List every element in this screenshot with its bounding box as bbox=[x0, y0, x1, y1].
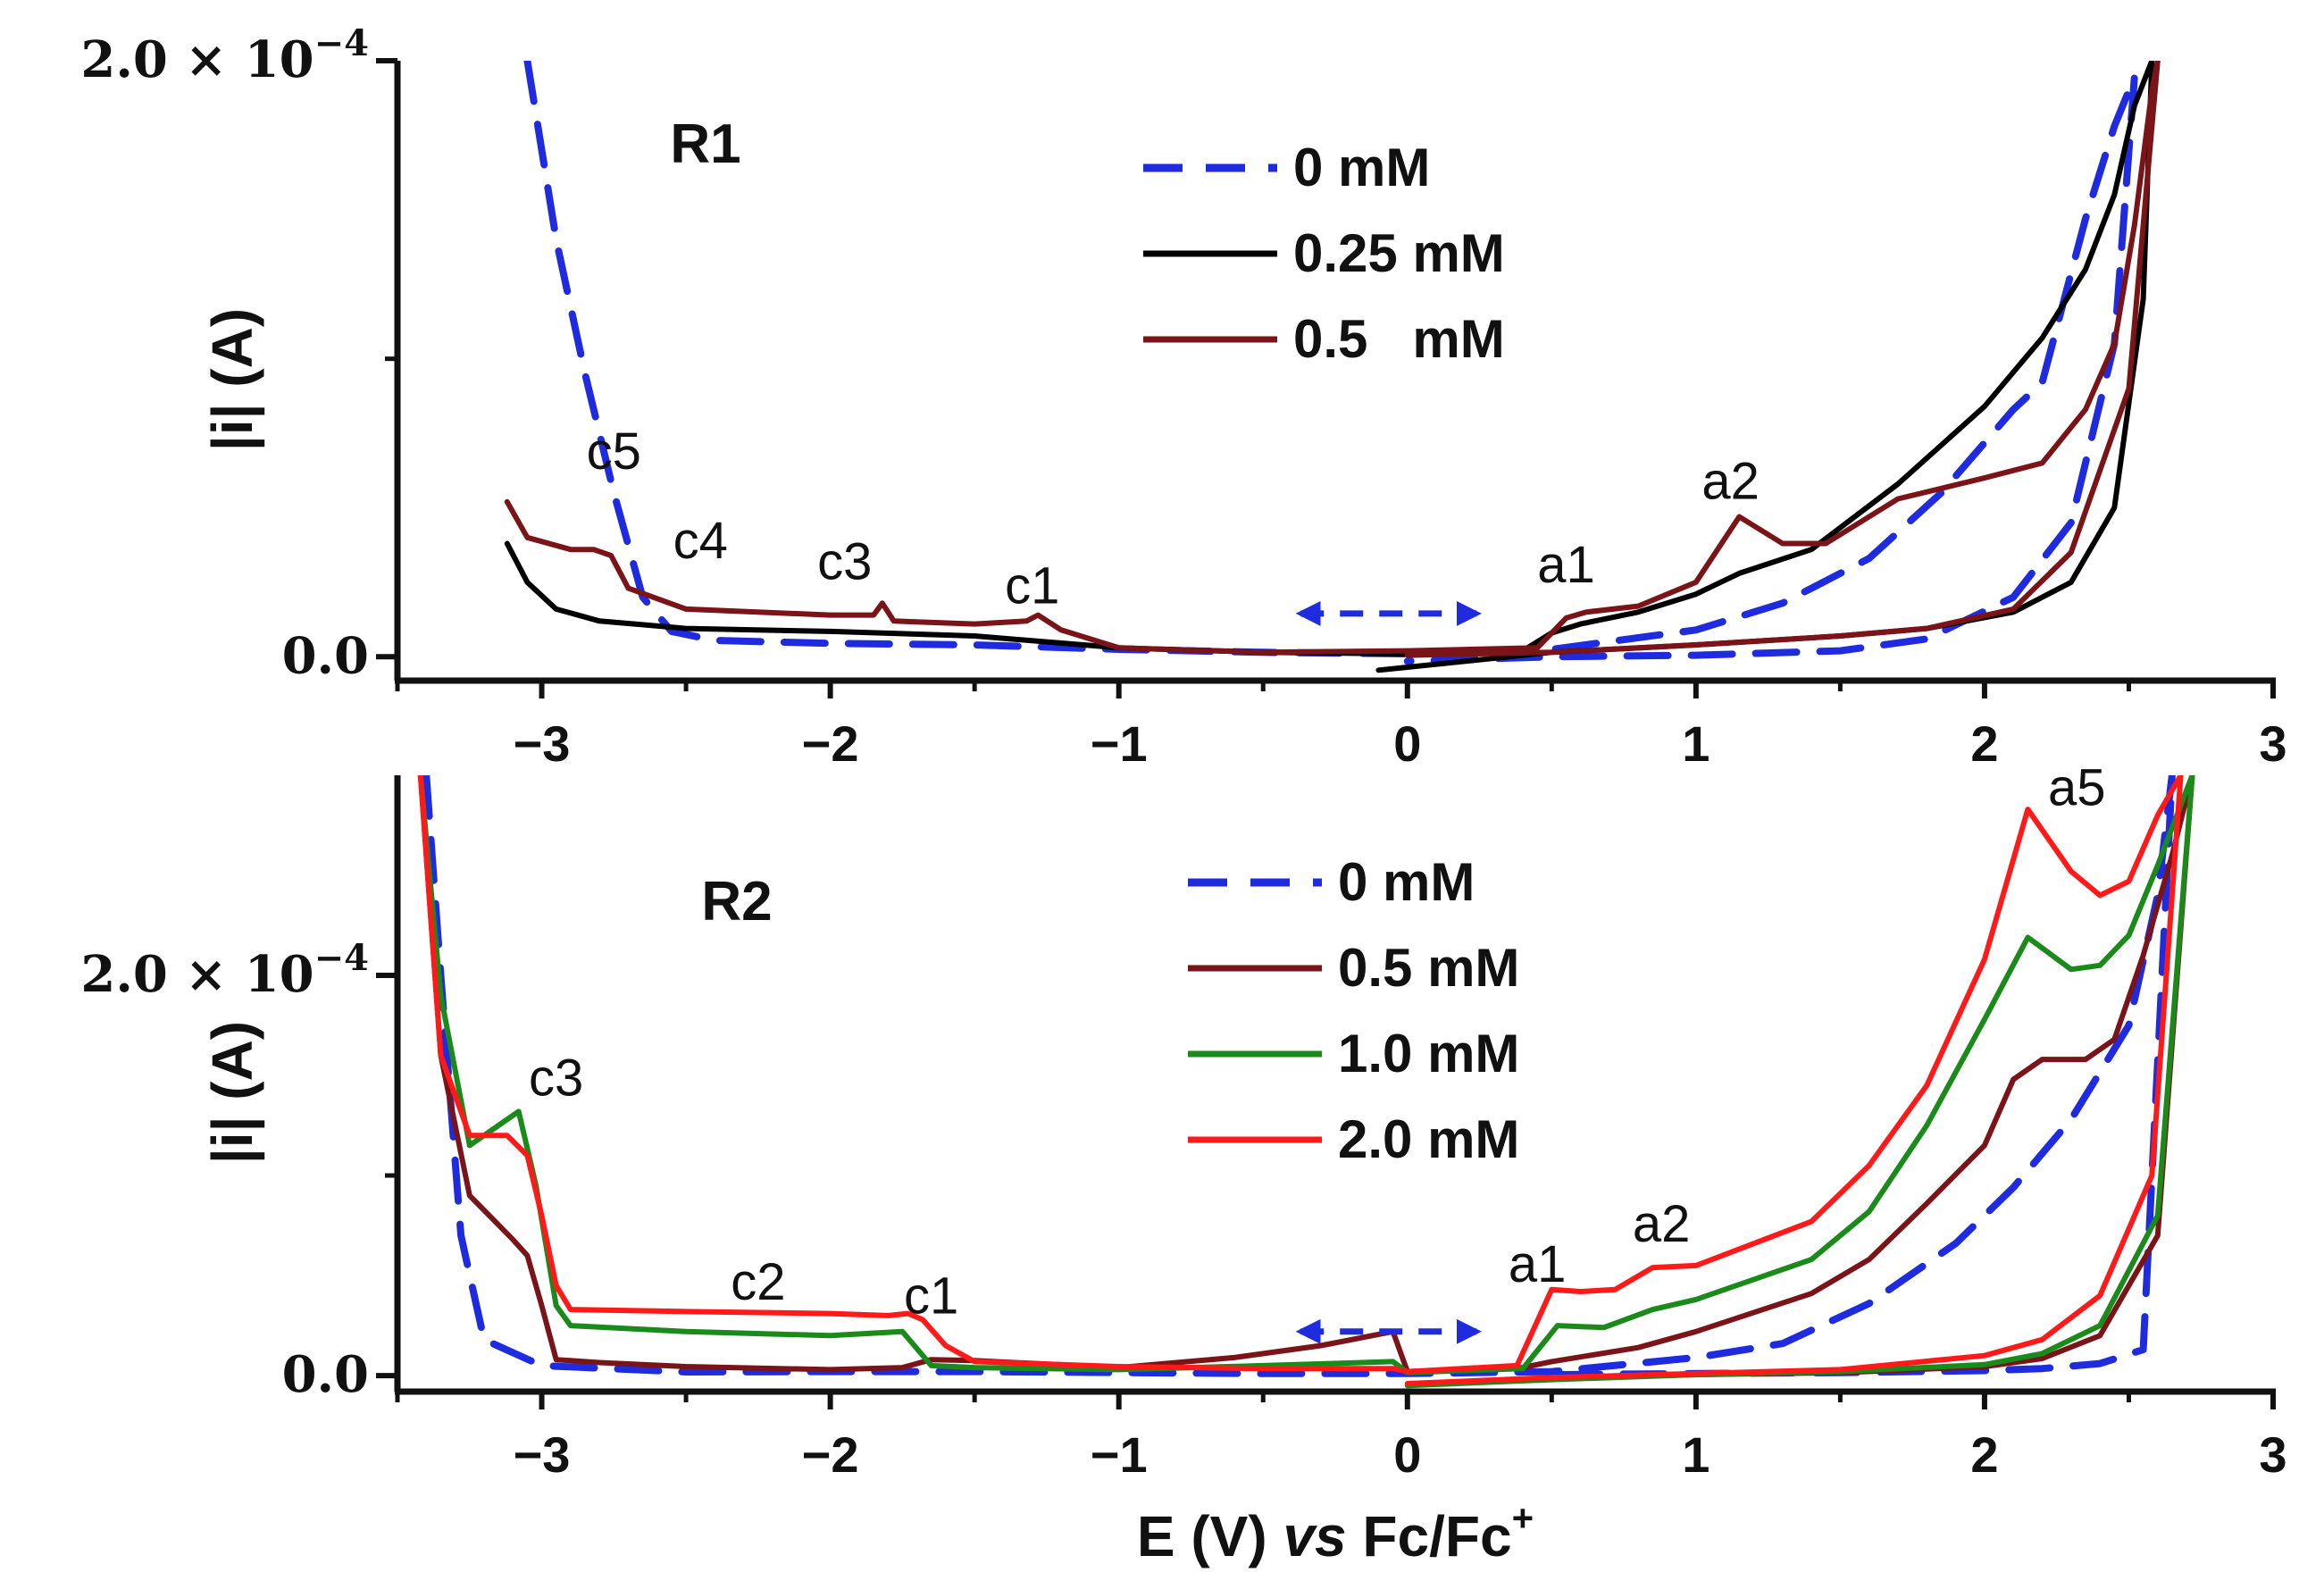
x-tick-label: −3 bbox=[514, 1426, 571, 1483]
legend-label: 0 mM bbox=[1338, 852, 1475, 912]
series-line-0-mm bbox=[523, 61, 2138, 665]
peak-annotation-c1: c1 bbox=[904, 1267, 958, 1326]
series-line-1-0-mm bbox=[417, 775, 2195, 1389]
series-line-2-0-mm bbox=[417, 775, 2184, 1386]
x-title-superscript: + bbox=[1512, 1497, 1534, 1539]
peak-annotation-a5: a5 bbox=[2048, 759, 2106, 817]
peak-annotation-c1: c1 bbox=[1005, 556, 1059, 615]
y-tick-mantissa: 2.0 × 10 bbox=[80, 30, 313, 89]
x-axis-title: E (V) vs Fc/Fc+ bbox=[1137, 1497, 1534, 1568]
x-tick-label: 1 bbox=[1682, 715, 1710, 772]
legend-label: 1.0 mM bbox=[1338, 1024, 1519, 1083]
x-tick-label: 3 bbox=[2259, 1426, 2286, 1483]
y-tick-exponent: −4 bbox=[314, 22, 369, 64]
y-axis-title: |i| (A) bbox=[200, 308, 265, 451]
series-line-0-5-mm bbox=[417, 775, 2195, 1388]
x-tick-label: 2 bbox=[1970, 715, 1998, 772]
y-tick-label: 0.0 bbox=[282, 1345, 369, 1404]
x-tick-label: −2 bbox=[802, 1426, 859, 1483]
peak-annotation-a2: a2 bbox=[1633, 1195, 1691, 1253]
legend-label: 0.25 mM bbox=[1293, 223, 1505, 283]
y-tick-label: 2.0 × 10−4 bbox=[80, 937, 369, 1004]
legend-label: 2.0 mM bbox=[1338, 1109, 1519, 1169]
x-tick-label: −2 bbox=[802, 715, 859, 772]
x-title-part: Fc/Fc bbox=[1347, 1504, 1512, 1568]
peak-annotation-c3: c3 bbox=[817, 533, 872, 591]
x-tick-label: 2 bbox=[1970, 1426, 1998, 1483]
panel-label: R2 bbox=[701, 871, 772, 932]
legend: 0 mM 0.25 mM 0.5 mM bbox=[1143, 138, 1505, 369]
x-tick-label: −1 bbox=[1091, 1426, 1148, 1483]
x-tick-label: 3 bbox=[2259, 715, 2286, 772]
series-group bbox=[417, 775, 2195, 1389]
y-tick-exponent: −4 bbox=[314, 937, 369, 979]
series-line-0-5-mm bbox=[504, 61, 2161, 658]
y-axis-title: |i| (A) bbox=[200, 1021, 265, 1164]
legend: 0 mM 0.5 mM 1.0 mM 2.0 mM bbox=[1188, 852, 1519, 1169]
series-line-0-mm bbox=[422, 775, 2176, 1378]
x-title-part: E (V) bbox=[1137, 1504, 1283, 1568]
peak-annotation-a2: a2 bbox=[1701, 452, 1760, 510]
x-tick-label: −1 bbox=[1091, 715, 1148, 772]
legend-label: 0 mM bbox=[1293, 138, 1430, 197]
peak-annotation-a1: a1 bbox=[1509, 1235, 1567, 1293]
x-title-italic: vs bbox=[1283, 1504, 1346, 1568]
panel-r1: −3 −2 −1 0 1 2 3 0.0 2.0 × 10−4 |i| (A) R1 0 mM 0.25… bbox=[80, 22, 2286, 772]
legend-label: 0.5 mM bbox=[1293, 309, 1505, 369]
legend-label: 0.5 mM bbox=[1338, 938, 1519, 998]
y-tick-mantissa: 2.0 × 10 bbox=[80, 945, 313, 1004]
peak-annotation-c3: c3 bbox=[529, 1049, 583, 1107]
peak-annotation-c5: c5 bbox=[587, 422, 641, 481]
x-tick-label: 1 bbox=[1682, 1426, 1710, 1483]
y-tick-label: 0.0 bbox=[282, 626, 369, 685]
x-tick-label: 0 bbox=[1393, 715, 1421, 772]
panel-r2: −3 −2 −1 0 1 2 3 0.0 2.0 × 10−4 |i| (A) R2 0 mM 0.5 … bbox=[80, 759, 2286, 1483]
panel-label: R1 bbox=[670, 113, 740, 175]
x-tick-label: −3 bbox=[514, 715, 571, 772]
x-tick-label: 0 bbox=[1393, 1426, 1421, 1483]
y-tick-label: 2.0 × 10−4 bbox=[80, 22, 369, 89]
peak-annotation-c4: c4 bbox=[673, 512, 728, 570]
peak-annotation-a1: a1 bbox=[1537, 536, 1595, 594]
series-group bbox=[504, 61, 2161, 673]
peak-annotation-c2: c2 bbox=[731, 1253, 785, 1311]
